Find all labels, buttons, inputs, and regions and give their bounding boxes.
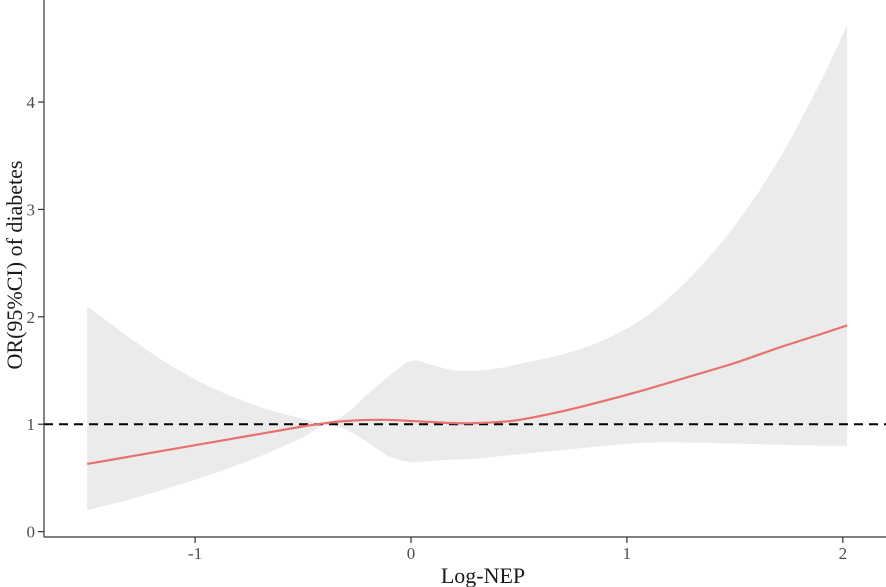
y-axis-ticks: 0 1 2 3 4 <box>27 93 44 542</box>
y-tick-label: 1 <box>27 415 36 434</box>
x-tick-label: -1 <box>188 544 202 563</box>
x-tick-label: 1 <box>623 544 632 563</box>
x-tick-label: 0 <box>407 544 416 563</box>
y-tick-label: 0 <box>27 523 36 542</box>
x-tick-label: 2 <box>839 544 848 563</box>
y-axis-title: OR(95%CI) of diabetes <box>2 161 27 370</box>
x-axis-ticks: -1 0 1 2 <box>188 537 847 563</box>
plot-area <box>44 24 886 511</box>
odds-ratio-line <box>86 324 848 466</box>
y-tick-label: 2 <box>27 308 36 327</box>
x-axis-title: Log-NEP <box>441 563 525 587</box>
y-tick-label: 4 <box>27 93 36 112</box>
confidence-interval-band <box>87 24 848 511</box>
y-tick-label: 3 <box>27 200 36 219</box>
